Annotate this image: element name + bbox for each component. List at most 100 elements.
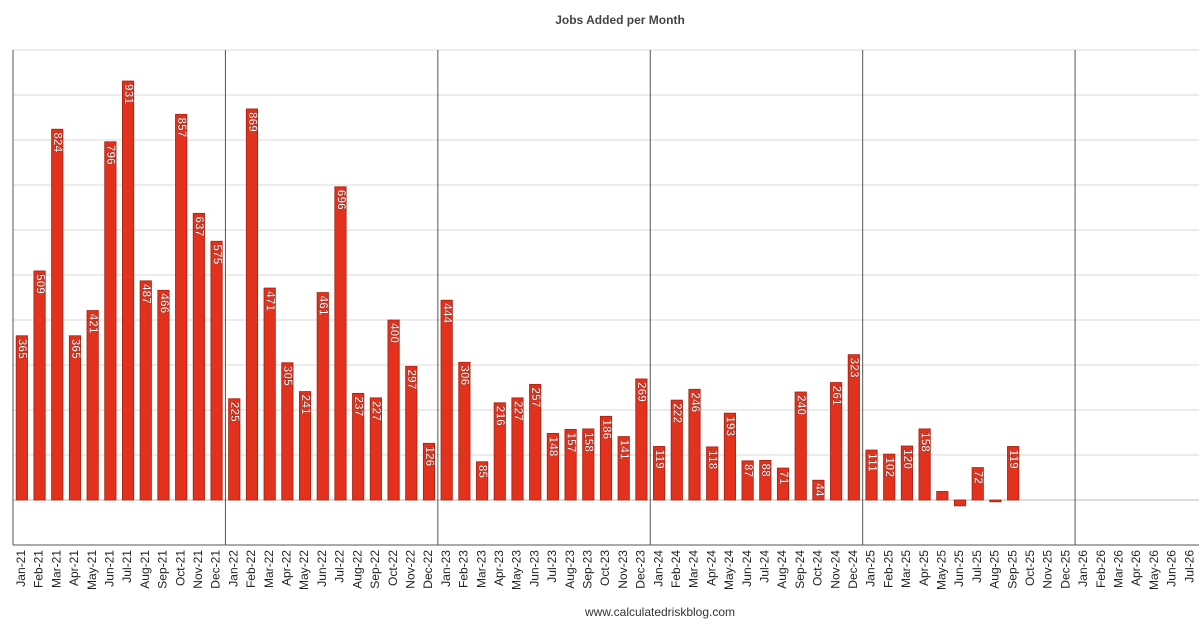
data-label: 148 bbox=[547, 436, 561, 456]
x-tick-label: Jul-22 bbox=[333, 550, 347, 583]
x-tick-label: Jun-24 bbox=[740, 550, 754, 587]
data-label: 796 bbox=[104, 145, 118, 165]
data-label: 297 bbox=[405, 369, 419, 389]
data-label: 305 bbox=[281, 366, 295, 386]
x-tick-label: May-21 bbox=[85, 550, 99, 590]
bar bbox=[493, 402, 506, 501]
data-label: 696 bbox=[334, 190, 348, 210]
x-tick-label: Dec-22 bbox=[421, 550, 435, 589]
bar bbox=[405, 365, 418, 501]
bar bbox=[564, 428, 577, 501]
x-tick-label: Aug-21 bbox=[138, 550, 152, 589]
bar bbox=[653, 446, 666, 501]
x-tick-label: Aug-22 bbox=[350, 550, 364, 589]
bar bbox=[352, 392, 365, 501]
bar bbox=[369, 397, 382, 501]
chart-title: Jobs Added per Month bbox=[555, 13, 685, 27]
data-label: 509 bbox=[33, 274, 47, 294]
data-label: 227 bbox=[370, 401, 384, 421]
x-tick-label: Nov-23 bbox=[616, 550, 630, 589]
data-label: 111 bbox=[865, 453, 879, 472]
x-tick-label: Mar-23 bbox=[474, 550, 488, 588]
data-label: 225 bbox=[228, 402, 242, 422]
x-tick-label: Mar-25 bbox=[899, 550, 913, 588]
bar bbox=[281, 362, 294, 501]
bar bbox=[617, 436, 630, 501]
bar bbox=[936, 491, 949, 501]
bar bbox=[688, 388, 701, 501]
data-label: 931 bbox=[122, 84, 136, 104]
x-tick-label: Jan-22 bbox=[226, 550, 240, 587]
x-tick-label: Jun-26 bbox=[1165, 550, 1179, 587]
bar bbox=[529, 383, 542, 501]
x-tick-label: Nov-24 bbox=[828, 550, 842, 589]
x-tick-label: Mar-24 bbox=[687, 550, 701, 588]
x-tick-label: Sep-24 bbox=[793, 550, 807, 589]
x-tick-label: Apr-26 bbox=[1129, 550, 1143, 586]
bar bbox=[210, 240, 223, 501]
x-tick-label: Feb-23 bbox=[457, 550, 471, 588]
data-label: 466 bbox=[157, 293, 171, 313]
data-label: 72 bbox=[972, 471, 986, 485]
bar bbox=[228, 398, 241, 501]
x-tick-label: May-25 bbox=[935, 550, 949, 590]
bar bbox=[670, 399, 683, 501]
data-label: 118 bbox=[706, 450, 720, 470]
x-tick-label: Jun-21 bbox=[103, 550, 117, 587]
bar bbox=[422, 442, 436, 501]
bar bbox=[776, 467, 790, 501]
data-label: 421 bbox=[86, 314, 100, 334]
bar bbox=[883, 453, 896, 501]
data-label: 237 bbox=[352, 396, 366, 416]
bar bbox=[953, 499, 967, 507]
x-tick-label: May-24 bbox=[722, 550, 736, 590]
x-tick-label: Jun-22 bbox=[315, 550, 329, 587]
bar bbox=[175, 113, 188, 501]
x-tick-label: Dec-21 bbox=[209, 550, 223, 589]
bar bbox=[599, 415, 613, 501]
x-tick-label: Jan-21 bbox=[14, 550, 28, 587]
x-tick-label: Feb-24 bbox=[669, 550, 683, 588]
x-tick-label: Jul-25 bbox=[970, 550, 984, 583]
data-label: 119 bbox=[1007, 449, 1021, 469]
x-tick-label: May-22 bbox=[297, 550, 311, 590]
data-label: 461 bbox=[317, 296, 331, 316]
bar bbox=[759, 459, 772, 501]
bar bbox=[51, 128, 64, 501]
x-tick-label: Apr-22 bbox=[280, 550, 294, 586]
data-label: 471 bbox=[263, 291, 277, 311]
x-tick-label: Oct-22 bbox=[386, 550, 400, 586]
bar bbox=[582, 428, 595, 501]
x-tick-label: Oct-25 bbox=[1023, 550, 1037, 586]
data-label: 637 bbox=[193, 216, 207, 236]
x-tick-label: Mar-21 bbox=[49, 550, 63, 588]
x-tick-label: Jan-23 bbox=[439, 550, 453, 587]
data-label: 246 bbox=[688, 392, 702, 412]
data-label: 261 bbox=[830, 386, 844, 406]
data-label: 487 bbox=[140, 284, 154, 304]
x-tick-label: Jun-25 bbox=[952, 550, 966, 587]
bar bbox=[139, 280, 152, 501]
x-tick-label: Oct-23 bbox=[598, 550, 612, 586]
x-tick-label: Mar-26 bbox=[1112, 550, 1126, 588]
bar bbox=[121, 80, 135, 501]
bar bbox=[15, 335, 28, 501]
x-tick-label: Apr-23 bbox=[492, 550, 506, 586]
x-tick-label: Jan-25 bbox=[864, 550, 878, 587]
data-label: 102 bbox=[883, 457, 897, 477]
x-tick-label: Jan-26 bbox=[1076, 550, 1090, 587]
data-label: 158 bbox=[918, 432, 932, 452]
data-label: 241 bbox=[299, 395, 313, 415]
data-label: 71 bbox=[777, 471, 791, 485]
x-tick-label: Nov-25 bbox=[1041, 550, 1055, 589]
x-tick-label: Oct-24 bbox=[811, 550, 825, 586]
bar bbox=[68, 335, 82, 501]
bar bbox=[989, 499, 1002, 503]
data-label: 88 bbox=[759, 463, 773, 477]
x-tick-label: May-26 bbox=[1147, 550, 1161, 590]
x-tick-label: Jun-23 bbox=[527, 550, 541, 587]
bar bbox=[546, 432, 559, 501]
x-tick-label: Sep-23 bbox=[580, 550, 594, 589]
data-label: 119 bbox=[653, 449, 667, 469]
x-tick-label: Mar-22 bbox=[262, 550, 276, 588]
